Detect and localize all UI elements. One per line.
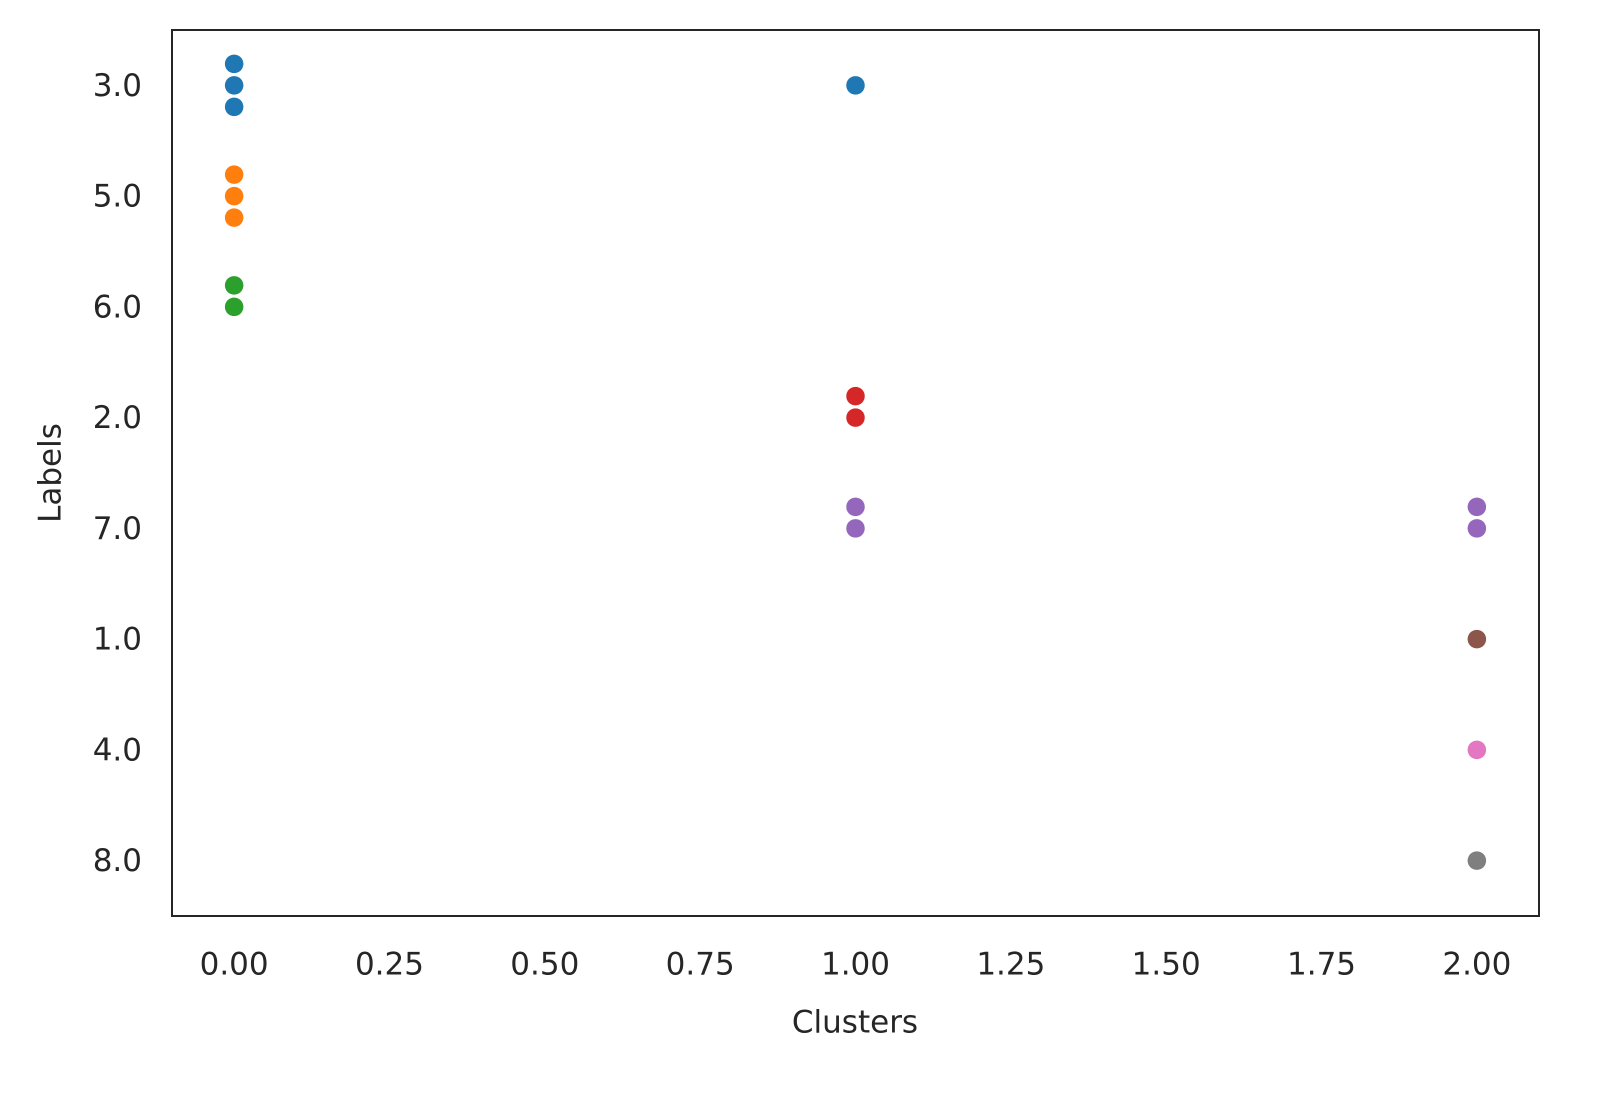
- y-tick-label: 5.0: [93, 179, 142, 215]
- y-axis-label: Labels: [33, 423, 69, 523]
- y-tick-label: 8.0: [93, 843, 142, 879]
- x-tick-label: 1.25: [976, 947, 1045, 983]
- y-tick-label: 6.0: [93, 289, 142, 325]
- plot-frame: [171, 29, 1540, 917]
- point: [845, 518, 866, 539]
- point: [224, 164, 244, 185]
- y-tick-label: 1.0: [93, 622, 142, 658]
- point: [224, 275, 244, 296]
- point: [224, 186, 244, 206]
- point: [224, 75, 244, 96]
- point: [845, 75, 866, 96]
- point: [1467, 740, 1487, 760]
- point: [1467, 497, 1487, 517]
- x-tick-label: 0.25: [355, 947, 424, 983]
- point: [845, 386, 866, 406]
- x-tick-label: 0.00: [200, 947, 269, 983]
- point: [224, 54, 244, 74]
- x-tick-label: 0.75: [666, 947, 735, 983]
- y-tick-label: 3.0: [93, 68, 142, 104]
- point: [224, 297, 244, 317]
- x-tick-label: 1.00: [821, 947, 890, 983]
- y-tick-label: 2.0: [93, 400, 142, 436]
- point: [845, 497, 866, 517]
- point: [1467, 518, 1487, 539]
- x-tick-label: 1.50: [1132, 947, 1201, 983]
- point: [845, 407, 866, 428]
- point: [1467, 629, 1487, 649]
- point: [224, 207, 244, 228]
- x-tick-label: 1.75: [1287, 947, 1356, 983]
- x-tick-label: 0.50: [510, 947, 579, 983]
- y-tick-label: 4.0: [93, 732, 142, 768]
- point: [1467, 850, 1487, 871]
- y-tick-label: 7.0: [93, 511, 142, 547]
- x-tick-label: 2.00: [1442, 947, 1511, 983]
- x-axis-label: Clusters: [792, 1005, 918, 1041]
- point: [224, 97, 244, 117]
